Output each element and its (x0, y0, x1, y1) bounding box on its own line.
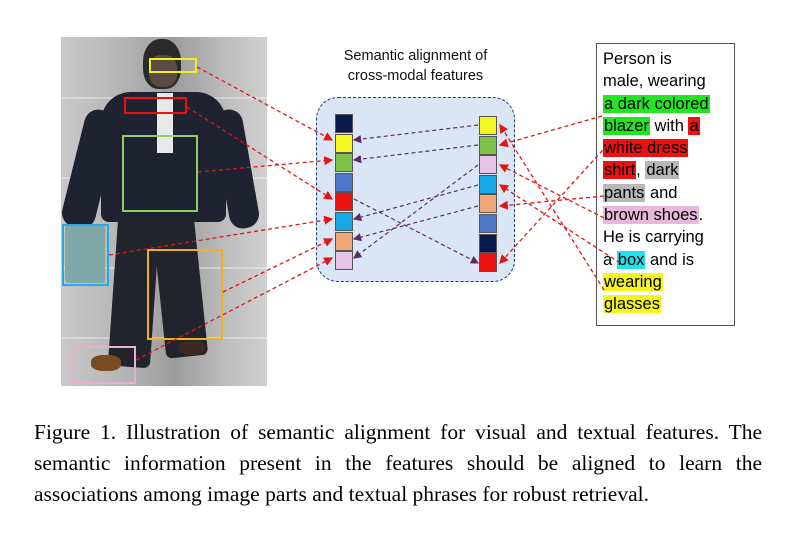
highlighted-phrase: a dark colored (603, 94, 710, 113)
arrow-box-phrase-to-text (498, 184, 621, 264)
text-feature-0 (479, 116, 497, 135)
description-line: a dark colored (603, 93, 734, 115)
description-line: Person is (603, 48, 734, 70)
text-feature-5 (479, 214, 497, 233)
text-feature-3 (479, 174, 497, 194)
align-pants (352, 205, 479, 242)
visual-feature-3 (335, 172, 353, 192)
highlighted-phrase: white dress (603, 139, 689, 158)
highlighted-phrase: glasses (603, 295, 661, 314)
highlighted-phrase: blazer (603, 116, 650, 135)
arrow-blazer-to-visual (197, 156, 334, 173)
description-text: He is carrying (603, 228, 704, 247)
description-text: and is (645, 250, 694, 269)
panel-title: Semantic alignment of cross-modal featur… (316, 46, 515, 86)
text-description-box: Person is male, wearing a dark colored blaz… (596, 43, 735, 326)
description-line: male, wearing (603, 70, 734, 92)
figure: Semantic alignment of cross-modal featur… (61, 37, 735, 386)
description-line: a box and is (603, 249, 734, 271)
description-line: glasses (603, 293, 734, 315)
box-region-box (62, 224, 109, 286)
visual-feature-4 (335, 192, 353, 212)
carried-box (65, 225, 105, 283)
description-line: pants and (603, 182, 734, 204)
arrow-box-to-visual (108, 215, 334, 256)
figure-caption: Figure 1. Illustration of semantic align… (34, 420, 762, 506)
panel-title-line: cross-modal features (347, 68, 484, 84)
highlighted-phrase: shirt (603, 161, 637, 180)
shoes-region-box (72, 346, 136, 384)
description-line: blazer with a (603, 115, 734, 137)
arrow-shoes-to-visual (135, 257, 334, 361)
highlighted-phrase: dark (645, 161, 680, 180)
visual-feature-1 (335, 133, 353, 153)
arrow-shirt-phrase-to-text (499, 139, 613, 264)
description-text: with (649, 116, 689, 135)
shirt-region-box (124, 97, 187, 114)
highlighted-phrase: brown shoes (603, 206, 699, 225)
arrow-glasses-phrase-to-text (499, 123, 605, 291)
description-text: Person is (603, 50, 672, 68)
visual-feature-0 (335, 114, 353, 133)
description-text: male, wearing (603, 72, 706, 91)
align-glasses (352, 124, 479, 144)
blazer-region-box (122, 135, 198, 212)
text-feature-6 (479, 233, 497, 253)
glasses-region-box (149, 58, 197, 73)
person-shirt (157, 93, 173, 153)
text-feature-2 (479, 155, 497, 175)
description-text: and (645, 183, 678, 202)
arrow-blazer-phrase-to-text (498, 115, 603, 148)
text-feature-7 (479, 253, 497, 273)
highlighted-phrase: a (688, 116, 700, 135)
text-feature-1 (479, 135, 497, 155)
description-line: He is carrying (603, 226, 734, 248)
align-blazer (352, 144, 479, 164)
alignment-arrows (108, 66, 621, 361)
highlighted-phrase: box (616, 250, 646, 269)
visual-feature-5 (335, 212, 353, 231)
highlighted-phrase: wearing (603, 272, 663, 291)
arrow-pants-to-visual (222, 238, 334, 293)
arrow-shirt-to-visual (186, 106, 334, 200)
pedestrian-photo (61, 37, 267, 386)
description-text: a (603, 250, 617, 269)
description-text: . (698, 206, 704, 225)
highlighted-phrase: pants (603, 183, 646, 202)
panel-title-line: Semantic alignment of (343, 48, 488, 64)
description-text: , (636, 161, 646, 180)
description-line: shirt, dark (603, 159, 734, 181)
visual-feature-7 (335, 251, 353, 271)
arrow-pants-phrase-to-text (498, 195, 605, 210)
align-box (352, 184, 479, 222)
description-line: brown shoes. (603, 204, 734, 226)
pants-region-box (147, 249, 223, 340)
visual-feature-2 (335, 153, 353, 173)
arrow-shoes-phrase-to-text (498, 164, 605, 219)
text-feature-4 (479, 194, 497, 214)
description-line: white dress (603, 137, 734, 159)
align-shirt (353, 198, 480, 264)
person-shoe (91, 355, 121, 371)
arrow-glasses-to-visual (196, 66, 334, 141)
align-shoes (353, 164, 479, 259)
person-shoe (179, 341, 205, 355)
visual-feature-6 (335, 231, 353, 251)
description-line: wearing (603, 271, 734, 293)
